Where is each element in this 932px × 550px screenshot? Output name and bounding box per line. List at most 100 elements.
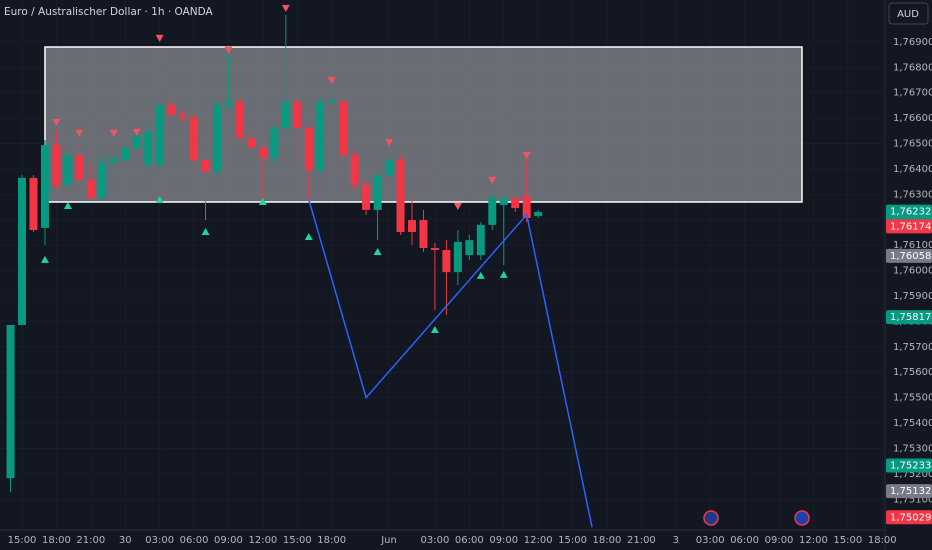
candle-body bbox=[132, 134, 141, 148]
sell-signal bbox=[132, 128, 141, 136]
x-tick-label: 15:00 bbox=[833, 535, 862, 546]
y-tick-label: 1,75500 bbox=[893, 393, 932, 404]
x-tick-label: 30 bbox=[119, 535, 132, 546]
x-tick-label: 18:00 bbox=[42, 535, 71, 546]
candle-body bbox=[213, 104, 222, 173]
y-tick-label: 1,76800 bbox=[893, 62, 932, 73]
sell-signal bbox=[488, 176, 497, 184]
price-badge-label: 1,75817 bbox=[890, 312, 931, 323]
candle-body bbox=[235, 101, 244, 138]
candle-body bbox=[18, 177, 27, 325]
candle-body bbox=[362, 184, 371, 210]
y-tick-label: 1,75100 bbox=[893, 494, 932, 505]
sell-signal bbox=[75, 129, 84, 137]
zone bbox=[44, 46, 803, 203]
y-tick-label: 1,75400 bbox=[893, 418, 932, 429]
x-tick-label: 15:00 bbox=[283, 535, 312, 546]
price-badge-label: 1,75233 bbox=[890, 460, 931, 471]
x-tick-label: 12:00 bbox=[524, 535, 553, 546]
buy-signal bbox=[258, 197, 267, 205]
candle-body bbox=[419, 220, 428, 248]
chart-title: Euro / Australischer Dollar · 1h · OANDA bbox=[4, 6, 214, 18]
candle-body bbox=[40, 145, 49, 228]
x-tick-label: Jun bbox=[380, 535, 397, 546]
buy-signal bbox=[63, 202, 72, 210]
y-tick-label: 1,76700 bbox=[893, 88, 932, 99]
axes: 1,76900 1,76800 1,76700 1,76600 1,76500 1,764… bbox=[8, 37, 932, 546]
x-tick-label: 06:00 bbox=[455, 535, 484, 546]
x-tick-label: 09:00 bbox=[489, 535, 518, 546]
candle-body bbox=[121, 147, 130, 161]
candle-body bbox=[224, 101, 233, 105]
y-tick-label: 1,76900 bbox=[893, 37, 932, 48]
candle-body bbox=[247, 137, 256, 148]
x-tick-label: 3 bbox=[673, 535, 679, 546]
candle-body bbox=[190, 117, 199, 161]
x-tick-label: 12:00 bbox=[799, 535, 828, 546]
sell-signal bbox=[52, 118, 61, 126]
x-tick-label: 12:00 bbox=[248, 535, 277, 546]
y-tick-label: 1,76300 bbox=[893, 189, 932, 200]
x-tick-label: 06:00 bbox=[730, 535, 759, 546]
price-badge bbox=[886, 458, 932, 473]
y-tick-label: 1,76100 bbox=[893, 240, 932, 251]
x-tick-label: 15:00 bbox=[558, 535, 587, 546]
y-tick-label: 1,75600 bbox=[893, 367, 932, 378]
candle-body bbox=[316, 101, 325, 170]
candle-body bbox=[339, 101, 348, 155]
sell-signal bbox=[522, 151, 531, 159]
sell-signal bbox=[385, 139, 394, 147]
buy-signal bbox=[40, 255, 49, 263]
candle-body bbox=[407, 220, 416, 232]
plot-area bbox=[6, 4, 803, 528]
currency-label[interactable]: AUD bbox=[897, 9, 919, 20]
price-badge bbox=[886, 510, 932, 525]
x-tick-label: 09:00 bbox=[765, 535, 794, 546]
price-badge-label: 1,76232 bbox=[890, 207, 931, 218]
candle-body bbox=[178, 114, 187, 118]
sell-signal bbox=[453, 203, 462, 211]
x-tick-label: 21:00 bbox=[76, 535, 105, 546]
candle-body bbox=[304, 128, 313, 170]
sell-signal bbox=[281, 4, 290, 12]
candle-body bbox=[52, 145, 61, 185]
candle-body bbox=[29, 177, 38, 230]
candle-body bbox=[396, 160, 405, 232]
y-tick-label: 1,76600 bbox=[893, 113, 932, 124]
price-badge-label: 1,75132 bbox=[890, 486, 931, 497]
event-icon[interactable] bbox=[703, 510, 719, 526]
candle-body bbox=[476, 224, 485, 256]
currency-button[interactable] bbox=[888, 2, 929, 25]
candle-body bbox=[293, 101, 302, 129]
candle-body bbox=[350, 154, 359, 185]
candle-body bbox=[534, 211, 543, 216]
x-tick-label: 03:00 bbox=[421, 535, 450, 546]
buy-signal bbox=[201, 227, 210, 235]
price-badge bbox=[886, 248, 932, 263]
candle-body bbox=[270, 128, 279, 159]
x-tick-label: 06:00 bbox=[180, 535, 209, 546]
buy-signal bbox=[499, 270, 508, 278]
x-tick-label: 03:00 bbox=[145, 535, 174, 546]
candle-body bbox=[281, 101, 290, 129]
candle-body bbox=[327, 99, 336, 102]
x-tick-label: 21:00 bbox=[627, 535, 656, 546]
candle-body bbox=[373, 175, 382, 210]
sell-signal bbox=[109, 129, 118, 137]
sell-signal bbox=[327, 77, 336, 85]
candle-body bbox=[63, 154, 72, 185]
candle-body bbox=[98, 162, 107, 198]
candle-body bbox=[6, 324, 15, 479]
price-badge bbox=[886, 484, 932, 499]
x-tick-label: 18:00 bbox=[317, 535, 346, 546]
candle-body bbox=[86, 179, 95, 198]
sell-signal bbox=[224, 46, 233, 54]
event-icon[interactable] bbox=[794, 510, 810, 526]
candle-body bbox=[442, 250, 451, 273]
candle-body bbox=[522, 195, 531, 218]
candle-body bbox=[488, 197, 497, 225]
price-badge-label: 1,76058 bbox=[890, 251, 931, 262]
price-badge-label: 1,76174 bbox=[890, 221, 931, 232]
buy-signal bbox=[476, 271, 485, 279]
